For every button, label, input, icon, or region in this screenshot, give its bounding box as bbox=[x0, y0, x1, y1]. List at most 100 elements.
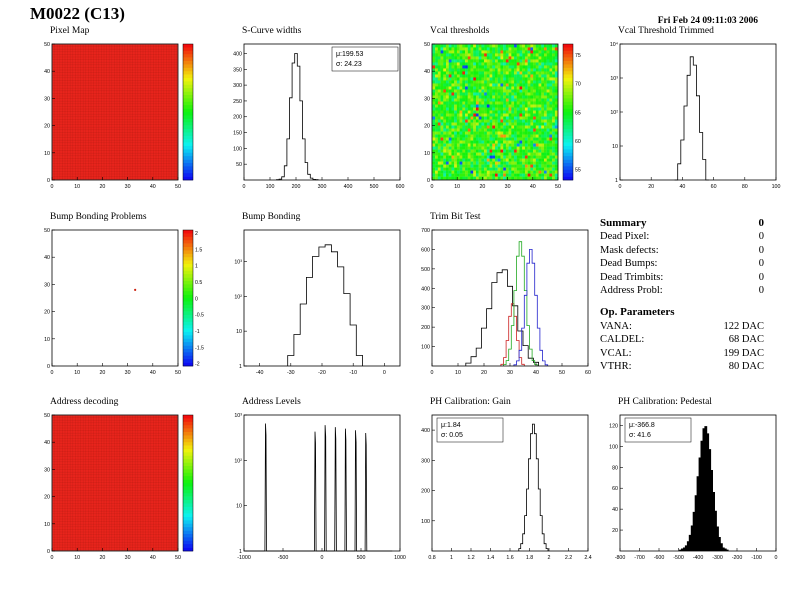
ph-calibration-pedestal-chart: -800 -700 -600 -500 -400 -300 -200 -100 0 20 40 60 8… bbox=[609, 414, 778, 561]
summary-row-value: 0 bbox=[758, 271, 764, 283]
bump-bonding-chart: -40 -30 -20 -10 0 1 10 10² 10³ bbox=[234, 229, 401, 376]
panel-title: Vcal Threshold Trimmed bbox=[618, 26, 714, 36]
svg-text:0: 0 bbox=[51, 555, 54, 561]
op-parameter-row: VANA: 122 DAC bbox=[600, 321, 764, 332]
op-parameter-row: VTHR: 80 DAC bbox=[600, 361, 764, 372]
svg-text:60: 60 bbox=[711, 184, 717, 190]
svg-text:1.8: 1.8 bbox=[526, 555, 533, 561]
svg-text:-1000: -1000 bbox=[237, 555, 251, 561]
svg-text:10: 10 bbox=[44, 151, 50, 157]
svg-text:10: 10 bbox=[74, 555, 80, 561]
svg-text:50: 50 bbox=[555, 184, 561, 190]
op-parameter-value: 122 DAC bbox=[723, 320, 764, 332]
summary-row-value: 0 bbox=[758, 285, 764, 296]
panel-title: PH Calibration: Pedestal bbox=[618, 397, 712, 407]
op-parameter-row: CALDEL: 68 DAC bbox=[600, 334, 764, 345]
panel-title: Vcal thresholds bbox=[430, 26, 490, 36]
svg-text:20: 20 bbox=[424, 124, 430, 130]
svg-text:0: 0 bbox=[321, 555, 324, 561]
panel-title: S-Curve widths bbox=[242, 26, 302, 36]
svg-text:1000: 1000 bbox=[394, 555, 406, 561]
svg-text:μ:1.84: μ:1.84 bbox=[441, 422, 461, 429]
panel-title: Bump Bonding bbox=[242, 212, 301, 222]
svg-text:60: 60 bbox=[612, 486, 618, 492]
panel-title: Bump Bonding Problems bbox=[50, 212, 147, 222]
svg-text:20: 20 bbox=[99, 370, 105, 376]
svg-text:-500: -500 bbox=[278, 555, 289, 561]
svg-text:0: 0 bbox=[427, 178, 430, 184]
svg-text:0: 0 bbox=[619, 184, 622, 190]
svg-text:200: 200 bbox=[233, 115, 242, 121]
svg-text:500: 500 bbox=[421, 267, 430, 273]
svg-text:20: 20 bbox=[44, 495, 50, 501]
svg-text:300: 300 bbox=[421, 306, 430, 312]
svg-text:10²: 10² bbox=[234, 458, 242, 464]
svg-text:-500: -500 bbox=[673, 555, 684, 561]
svg-text:50: 50 bbox=[236, 162, 242, 168]
svg-text:40: 40 bbox=[533, 370, 539, 376]
svg-text:1: 1 bbox=[239, 549, 242, 555]
svg-text:30: 30 bbox=[44, 96, 50, 102]
svg-text:40: 40 bbox=[44, 255, 50, 261]
svg-text:20: 20 bbox=[99, 555, 105, 561]
svg-text:0: 0 bbox=[431, 184, 434, 190]
svg-text:500: 500 bbox=[370, 184, 379, 190]
svg-text:200: 200 bbox=[292, 184, 301, 190]
svg-text:-10: -10 bbox=[349, 370, 357, 376]
svg-text:30: 30 bbox=[507, 370, 513, 376]
ph-calibration-gain-chart: 0.8 1 1.2 1.4 1.6 1.8 2 2.2 2.4 100 200 300 400 μ:1.8… bbox=[421, 414, 592, 561]
summary-row: Dead Pixel: 0 bbox=[600, 231, 764, 242]
svg-text:30: 30 bbox=[44, 467, 50, 473]
svg-text:200: 200 bbox=[421, 489, 430, 495]
svg-text:20: 20 bbox=[44, 124, 50, 130]
svg-text:-700: -700 bbox=[634, 555, 645, 561]
svg-text:0: 0 bbox=[47, 549, 50, 555]
vcal-thresholds-chart: 75 70 65 60 55 0 10 20 30 40 50 0 10 20 30 40 50 bbox=[424, 42, 581, 190]
panel-address-levels: Address Levels -1000 -500 0 500 1000 1 10 10² 10… bbox=[222, 397, 410, 579]
svg-text:20: 20 bbox=[479, 184, 485, 190]
op-parameter-label: VANA: bbox=[600, 320, 632, 332]
svg-text:0: 0 bbox=[51, 370, 54, 376]
svg-text:20: 20 bbox=[99, 184, 105, 190]
svg-text:-300: -300 bbox=[712, 555, 723, 561]
op-parameter-label: VTHR: bbox=[600, 361, 632, 372]
svg-text:1.5: 1.5 bbox=[195, 247, 202, 253]
svg-text:0: 0 bbox=[431, 370, 434, 376]
svg-text:250: 250 bbox=[233, 99, 242, 105]
svg-text:120: 120 bbox=[609, 423, 618, 429]
svg-text:-100: -100 bbox=[751, 555, 762, 561]
svg-text:10³: 10³ bbox=[610, 76, 618, 82]
panel-title: Trim Bit Test bbox=[430, 212, 481, 222]
svg-text:10: 10 bbox=[236, 504, 242, 510]
svg-text:50: 50 bbox=[175, 555, 181, 561]
svg-text:200: 200 bbox=[421, 325, 430, 331]
svg-text:10: 10 bbox=[44, 337, 50, 343]
panel-title: Pixel Map bbox=[50, 26, 90, 36]
panel-title: Address decoding bbox=[50, 397, 119, 407]
summary-row-label: Address Probl: bbox=[600, 285, 663, 296]
svg-text:40: 40 bbox=[612, 507, 618, 513]
svg-text:100: 100 bbox=[421, 519, 430, 525]
svg-text:600: 600 bbox=[396, 184, 405, 190]
summary-row-label: Dead Trimbits: bbox=[600, 271, 664, 283]
svg-text:50: 50 bbox=[559, 370, 565, 376]
panel-scurve-widths: S-Curve widths 0 100 200 300 400 500 600 50 100 1… bbox=[222, 26, 410, 208]
svg-text:0: 0 bbox=[383, 370, 386, 376]
panel-pixel-map: Pixel Map 0 10 20 30 40 50 0 10 20 30 40 50 bbox=[30, 26, 218, 208]
svg-text:-2: -2 bbox=[195, 362, 200, 368]
svg-text:0: 0 bbox=[47, 178, 50, 184]
svg-text:600: 600 bbox=[421, 247, 430, 253]
op-parameters-header: Op. Parameters bbox=[600, 306, 764, 318]
svg-text:10: 10 bbox=[455, 370, 461, 376]
svg-text:1.4: 1.4 bbox=[487, 555, 494, 561]
svg-text:σ: 41.6: σ: 41.6 bbox=[629, 432, 651, 439]
svg-text:0: 0 bbox=[51, 184, 54, 190]
svg-text:100: 100 bbox=[266, 184, 275, 190]
svg-text:400: 400 bbox=[421, 286, 430, 292]
summary-row-label: Dead Bumps: bbox=[600, 258, 658, 269]
svg-text:-200: -200 bbox=[732, 555, 743, 561]
summary-row: Dead Trimbits: 0 bbox=[600, 272, 764, 283]
svg-text:0: 0 bbox=[243, 184, 246, 190]
summary-row-label: Dead Pixel: bbox=[600, 231, 650, 242]
svg-text:-0.5: -0.5 bbox=[195, 313, 204, 319]
